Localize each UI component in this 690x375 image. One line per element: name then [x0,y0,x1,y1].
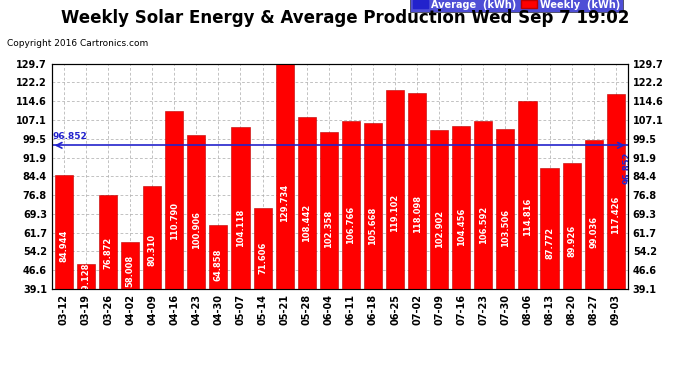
Bar [518,101,537,375]
Bar [165,111,184,375]
Text: 106.766: 106.766 [346,206,355,244]
Text: 87.772: 87.772 [545,227,554,259]
Text: 58.008: 58.008 [126,255,135,287]
Bar [607,94,625,375]
Bar [496,129,515,375]
Bar [209,225,228,375]
Bar [430,130,448,375]
Text: 89.926: 89.926 [567,225,576,257]
Bar [562,162,581,375]
Legend: Average  (kWh), Weekly  (kWh): Average (kWh), Weekly (kWh) [410,0,623,12]
Text: 84.944: 84.944 [59,229,68,262]
Text: Copyright 2016 Cartronics.com: Copyright 2016 Cartronics.com [7,39,148,48]
Bar [121,242,139,375]
Text: 104.118: 104.118 [236,208,245,246]
Bar [143,186,161,375]
Text: 102.358: 102.358 [324,210,333,248]
Text: 108.442: 108.442 [302,204,311,242]
Text: 106.592: 106.592 [479,206,488,244]
Bar [386,90,404,375]
Bar [408,93,426,375]
Text: 119.102: 119.102 [391,194,400,232]
Text: 80.310: 80.310 [148,234,157,266]
Bar [540,168,559,375]
Text: 102.902: 102.902 [435,210,444,248]
Bar [253,208,272,375]
Text: 64.858: 64.858 [214,248,223,280]
Text: 76.872: 76.872 [104,237,112,269]
Text: 105.668: 105.668 [368,207,377,245]
Text: 103.506: 103.506 [501,209,510,247]
Bar [474,121,493,375]
Bar [231,127,250,375]
Text: 100.906: 100.906 [192,211,201,249]
Text: 96.852: 96.852 [53,132,88,141]
Bar [319,132,338,375]
Bar [55,175,73,375]
Text: 118.098: 118.098 [413,195,422,233]
Text: 71.606: 71.606 [258,242,267,274]
Bar [275,64,294,375]
Text: 99.036: 99.036 [589,216,598,248]
Bar [364,123,382,375]
Text: 104.456: 104.456 [457,208,466,246]
Text: 49.128: 49.128 [81,263,90,296]
Text: 114.816: 114.816 [523,198,532,237]
Text: 96.852: 96.852 [622,152,631,184]
Text: 129.734: 129.734 [280,184,289,222]
Bar [297,117,316,375]
Bar [342,121,360,375]
Bar [584,140,603,375]
Bar [99,195,117,375]
Bar [187,135,206,375]
Text: 117.426: 117.426 [611,196,620,234]
Text: 110.790: 110.790 [170,202,179,240]
Bar [77,264,95,375]
Bar [452,126,471,375]
Text: Weekly Solar Energy & Average Production Wed Sep 7 19:02: Weekly Solar Energy & Average Production… [61,9,629,27]
